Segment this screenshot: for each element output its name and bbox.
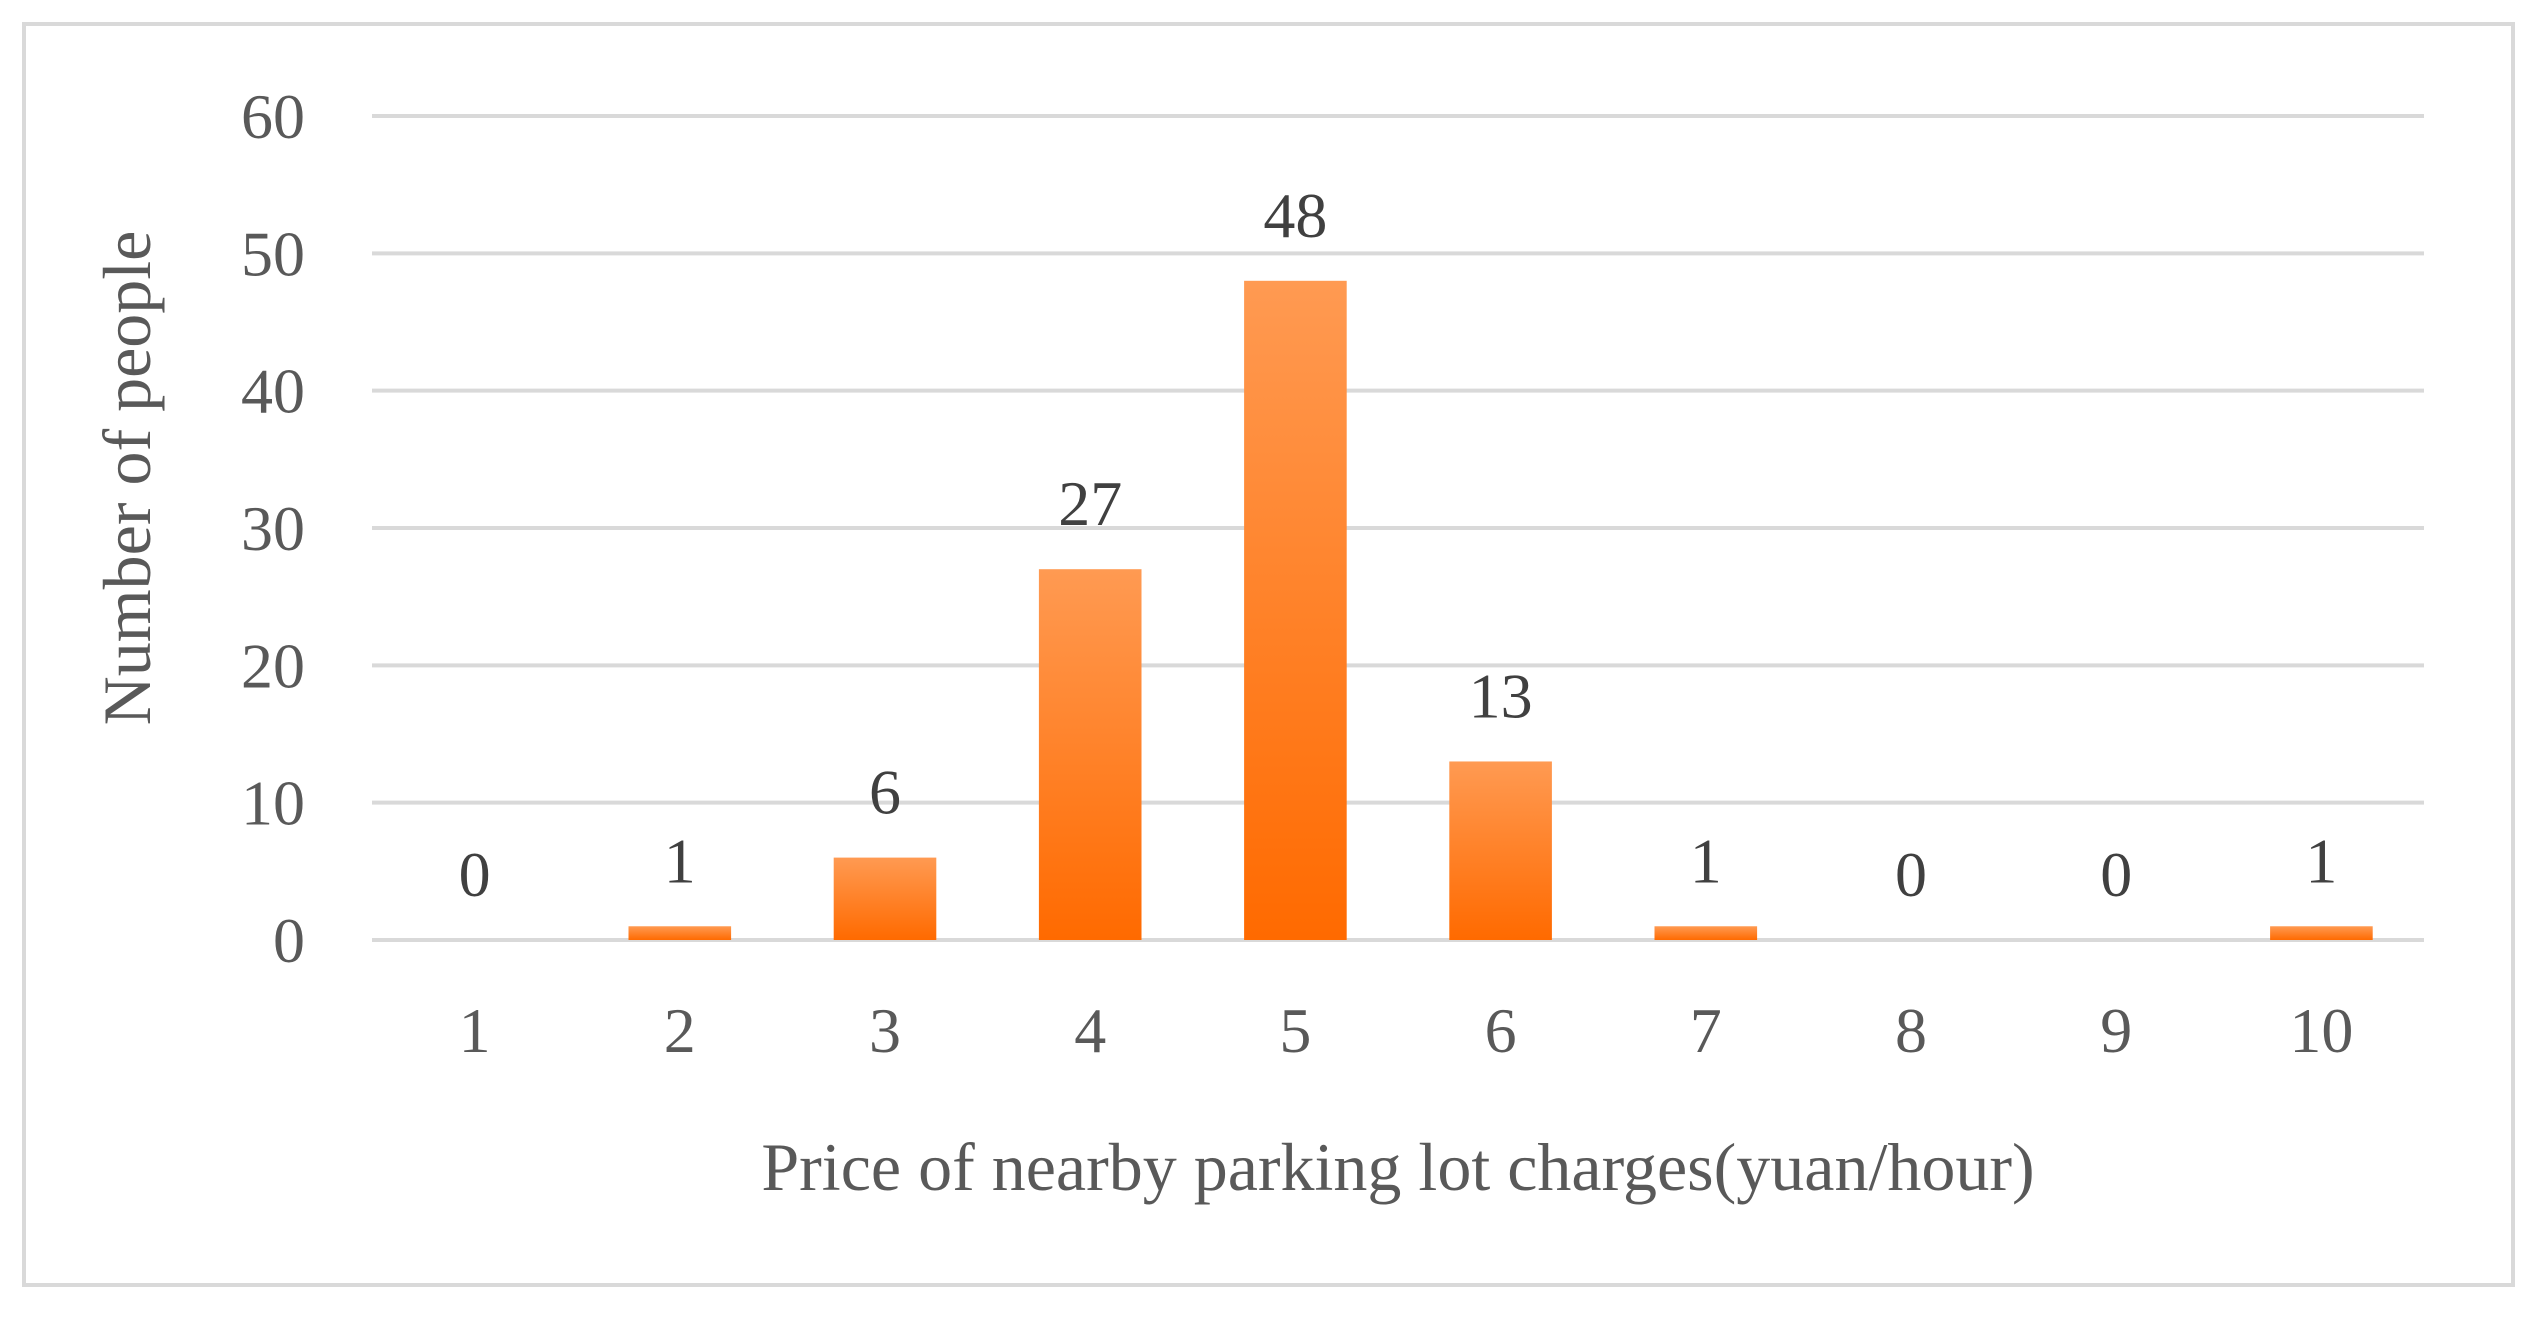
data-label-4: 27 (1058, 468, 1122, 539)
y-tick-label: 40 (241, 356, 305, 427)
gridlines (372, 114, 2424, 942)
x-axis-ticks: 1 2 3 4 5 6 7 8 9 10 (459, 995, 2354, 1066)
x-axis-title: Price of nearby parking lot charges(yuan… (761, 1129, 2034, 1205)
y-tick-label: 10 (241, 768, 305, 839)
data-label-6: 13 (1469, 660, 1533, 731)
y-tick-label: 30 (241, 493, 305, 564)
data-label-3: 6 (869, 757, 901, 828)
data-label-8: 0 (1895, 839, 1927, 910)
y-axis-ticks: 0 10 20 30 40 50 60 (241, 81, 305, 976)
bar-2 (628, 926, 732, 940)
bar-6 (1449, 761, 1552, 940)
bars (628, 280, 2373, 940)
x-tick-label-5: 5 (1279, 995, 1311, 1066)
bar-4 (1038, 569, 1142, 940)
data-label-2: 1 (664, 825, 696, 896)
y-axis-title: Number of people (89, 231, 165, 726)
y-tick-label: 60 (241, 81, 305, 152)
data-label-9: 0 (2100, 839, 2132, 910)
x-tick-label-6: 6 (1485, 995, 1517, 1066)
x-tick-label-1: 1 (459, 995, 491, 1066)
x-tick-label-4: 4 (1074, 995, 1106, 1066)
y-tick-label: 50 (241, 218, 305, 289)
x-tick-label-9: 9 (2100, 995, 2132, 1066)
x-tick-label-2: 2 (664, 995, 696, 1066)
x-tick-label-3: 3 (869, 995, 901, 1066)
data-labels: 0 1 6 27 48 13 1 0 0 1 (459, 180, 2338, 910)
data-label-1: 0 (459, 839, 491, 910)
bar-5 (1244, 280, 1347, 940)
bar-7 (1654, 926, 1758, 940)
bar-10 (2270, 926, 2373, 940)
y-tick-label: 20 (241, 630, 305, 701)
x-tick-label-10: 10 (2289, 995, 2353, 1066)
data-label-5: 48 (1263, 180, 1327, 251)
x-tick-label-8: 8 (1895, 995, 1927, 1066)
bar-3 (833, 857, 937, 940)
data-label-10: 1 (2305, 825, 2337, 896)
y-tick-label: 0 (273, 905, 305, 976)
x-tick-label-7: 7 (1690, 995, 1722, 1066)
data-label-7: 1 (1690, 825, 1722, 896)
